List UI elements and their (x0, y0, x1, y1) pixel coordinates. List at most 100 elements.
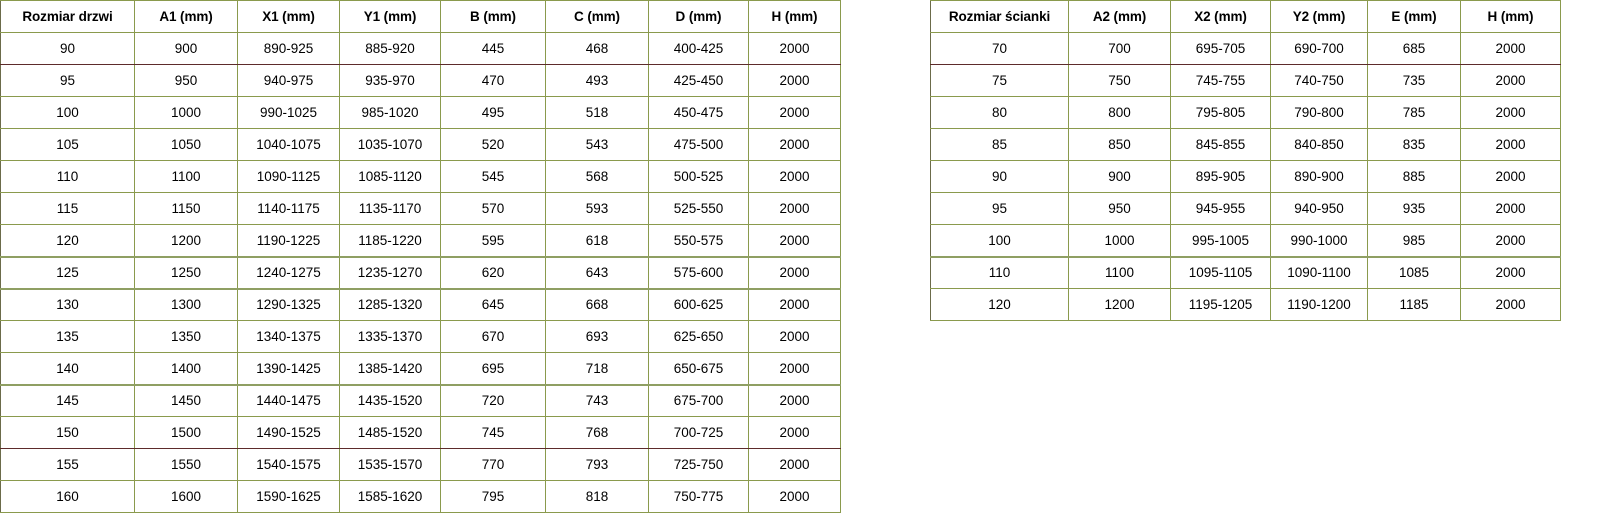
table-cell: 130 (0, 288, 135, 321)
table-cell: 550-575 (648, 224, 749, 258)
wall-header-row: Rozmiar ścianki A2 (mm) X2 (mm) Y2 (mm) E (m… (930, 0, 1561, 33)
table-cell: 850 (1068, 128, 1171, 161)
wall-table-body: 70 700 695-705 690-700 685 2000 75 750 745-755 74… (930, 32, 1561, 321)
table-cell: 2000 (748, 320, 841, 353)
table-row: 80 800 795-805 790-800 785 2000 (930, 96, 1561, 129)
table-cell: 990-1025 (237, 96, 340, 129)
table-cell: 645 (440, 288, 546, 321)
table-cell: 2000 (1460, 256, 1561, 289)
table-cell: 885 (1367, 160, 1461, 193)
table-cell: 1535-1570 (339, 448, 441, 481)
table-cell: 700-725 (648, 416, 749, 449)
column-header: D (mm) (648, 0, 749, 33)
table-cell: 2000 (748, 288, 841, 321)
table-cell: 770 (440, 448, 546, 481)
table-cell: 100 (930, 224, 1069, 258)
table-cell: 745-755 (1170, 64, 1271, 97)
table-row: 90 900 890-925 885-920 445 468 400-425 2000 (0, 32, 841, 65)
table-cell: 845-855 (1170, 128, 1271, 161)
table-cell: 795-805 (1170, 96, 1271, 129)
table-cell: 735 (1367, 64, 1461, 97)
table-cell: 2000 (748, 384, 841, 417)
table-cell: 990-1000 (1270, 224, 1368, 258)
table-cell: 768 (545, 416, 649, 449)
column-header: A2 (mm) (1068, 0, 1171, 33)
table-cell: 950 (134, 64, 238, 97)
doors-table-head: Rozmiar drzwi A1 (mm) X1 (mm) Y1 (mm) B (mm)… (0, 0, 841, 33)
table-cell: 625-650 (648, 320, 749, 353)
table-cell: 2000 (748, 224, 841, 258)
doors-table-body: 90 900 890-925 885-920 445 468 400-425 2000 95 95… (0, 32, 841, 513)
table-cell: 450-475 (648, 96, 749, 129)
table-cell: 425-450 (648, 64, 749, 97)
table-cell: 2000 (1460, 128, 1561, 161)
table-cell: 685 (1367, 32, 1461, 65)
table-cell: 2000 (1460, 64, 1561, 97)
table-cell: 2000 (748, 128, 841, 161)
table-cell: 400-425 (648, 32, 749, 65)
table-cell: 750-775 (648, 480, 749, 513)
table-cell: 1290-1325 (237, 288, 340, 321)
table-cell: 125 (0, 256, 135, 290)
table-cell: 785 (1367, 96, 1461, 129)
table-cell: 693 (545, 320, 649, 353)
table-cell: 95 (930, 192, 1069, 225)
table-cell: 1235-1270 (339, 256, 441, 290)
table-cell: 895-905 (1170, 160, 1271, 193)
table-cell: 743 (545, 384, 649, 417)
table-row: 135 1350 1340-1375 1335-1370 670 693 625-650 20… (0, 320, 841, 353)
table-cell: 120 (930, 288, 1069, 321)
table-cell: 493 (545, 64, 649, 97)
doors-header-row: Rozmiar drzwi A1 (mm) X1 (mm) Y1 (mm) B (mm)… (0, 0, 841, 33)
table-cell: 900 (1068, 160, 1171, 193)
table-cell: 75 (930, 64, 1069, 97)
table-cell: 1150 (134, 192, 238, 225)
table-cell: 1050 (134, 128, 238, 161)
table-cell: 890-925 (237, 32, 340, 65)
table-cell: 2000 (748, 160, 841, 193)
table-row: 145 1450 1440-1475 1435-1520 720 743 675-700 20… (0, 384, 841, 417)
column-header: X1 (mm) (237, 0, 340, 33)
table-cell: 1550 (134, 448, 238, 481)
table-cell: 643 (545, 256, 649, 290)
column-header: H (mm) (1460, 0, 1561, 33)
table-cell: 1590-1625 (237, 480, 340, 513)
table-cell: 790-800 (1270, 96, 1368, 129)
table-cell: 80 (930, 96, 1069, 129)
table-cell: 2000 (748, 32, 841, 65)
column-header: A1 (mm) (134, 0, 238, 33)
table-cell: 595 (440, 224, 546, 258)
table-row: 155 1550 1540-1575 1535-1570 770 793 725-750 20… (0, 448, 841, 481)
table-cell: 1490-1525 (237, 416, 340, 449)
table-cell: 1440-1475 (237, 384, 340, 417)
table-cell: 90 (0, 32, 135, 65)
table-cell: 520 (440, 128, 546, 161)
table-cell: 1185 (1367, 288, 1461, 321)
table-cell: 818 (545, 480, 649, 513)
table-cell: 675-700 (648, 384, 749, 417)
table-cell: 575-600 (648, 256, 749, 290)
table-cell: 1585-1620 (339, 480, 441, 513)
table-row: 130 1300 1290-1325 1285-1320 645 668 600-625 20… (0, 288, 841, 321)
table-cell: 1100 (1068, 256, 1171, 289)
table-row: 120 1200 1195-1205 1190-1200 1185 2000 (930, 288, 1561, 321)
table-row: 140 1400 1390-1425 1385-1420 695 718 650-675 20… (0, 352, 841, 386)
table-cell: 2000 (748, 448, 841, 481)
table-cell: 1035-1070 (339, 128, 441, 161)
table-cell: 1090-1125 (237, 160, 340, 193)
table-cell: 670 (440, 320, 546, 353)
table-cell: 1300 (134, 288, 238, 321)
table-cell: 1240-1275 (237, 256, 340, 290)
table-row: 125 1250 1240-1275 1235-1270 620 643 575-600 20… (0, 256, 841, 290)
table-cell: 500-525 (648, 160, 749, 193)
table-cell: 145 (0, 384, 135, 417)
table-row: 115 1150 1140-1175 1135-1170 570 593 525-550 20… (0, 192, 841, 225)
table-cell: 568 (545, 160, 649, 193)
table-cell: 140 (0, 352, 135, 386)
table-cell: 668 (545, 288, 649, 321)
table-cell: 2000 (748, 96, 841, 129)
table-cell: 695 (440, 352, 546, 386)
table-cell: 900 (134, 32, 238, 65)
table-cell: 2000 (1460, 32, 1561, 65)
doors-dimensions-table: Rozmiar drzwi A1 (mm) X1 (mm) Y1 (mm) B (mm)… (0, 0, 841, 513)
